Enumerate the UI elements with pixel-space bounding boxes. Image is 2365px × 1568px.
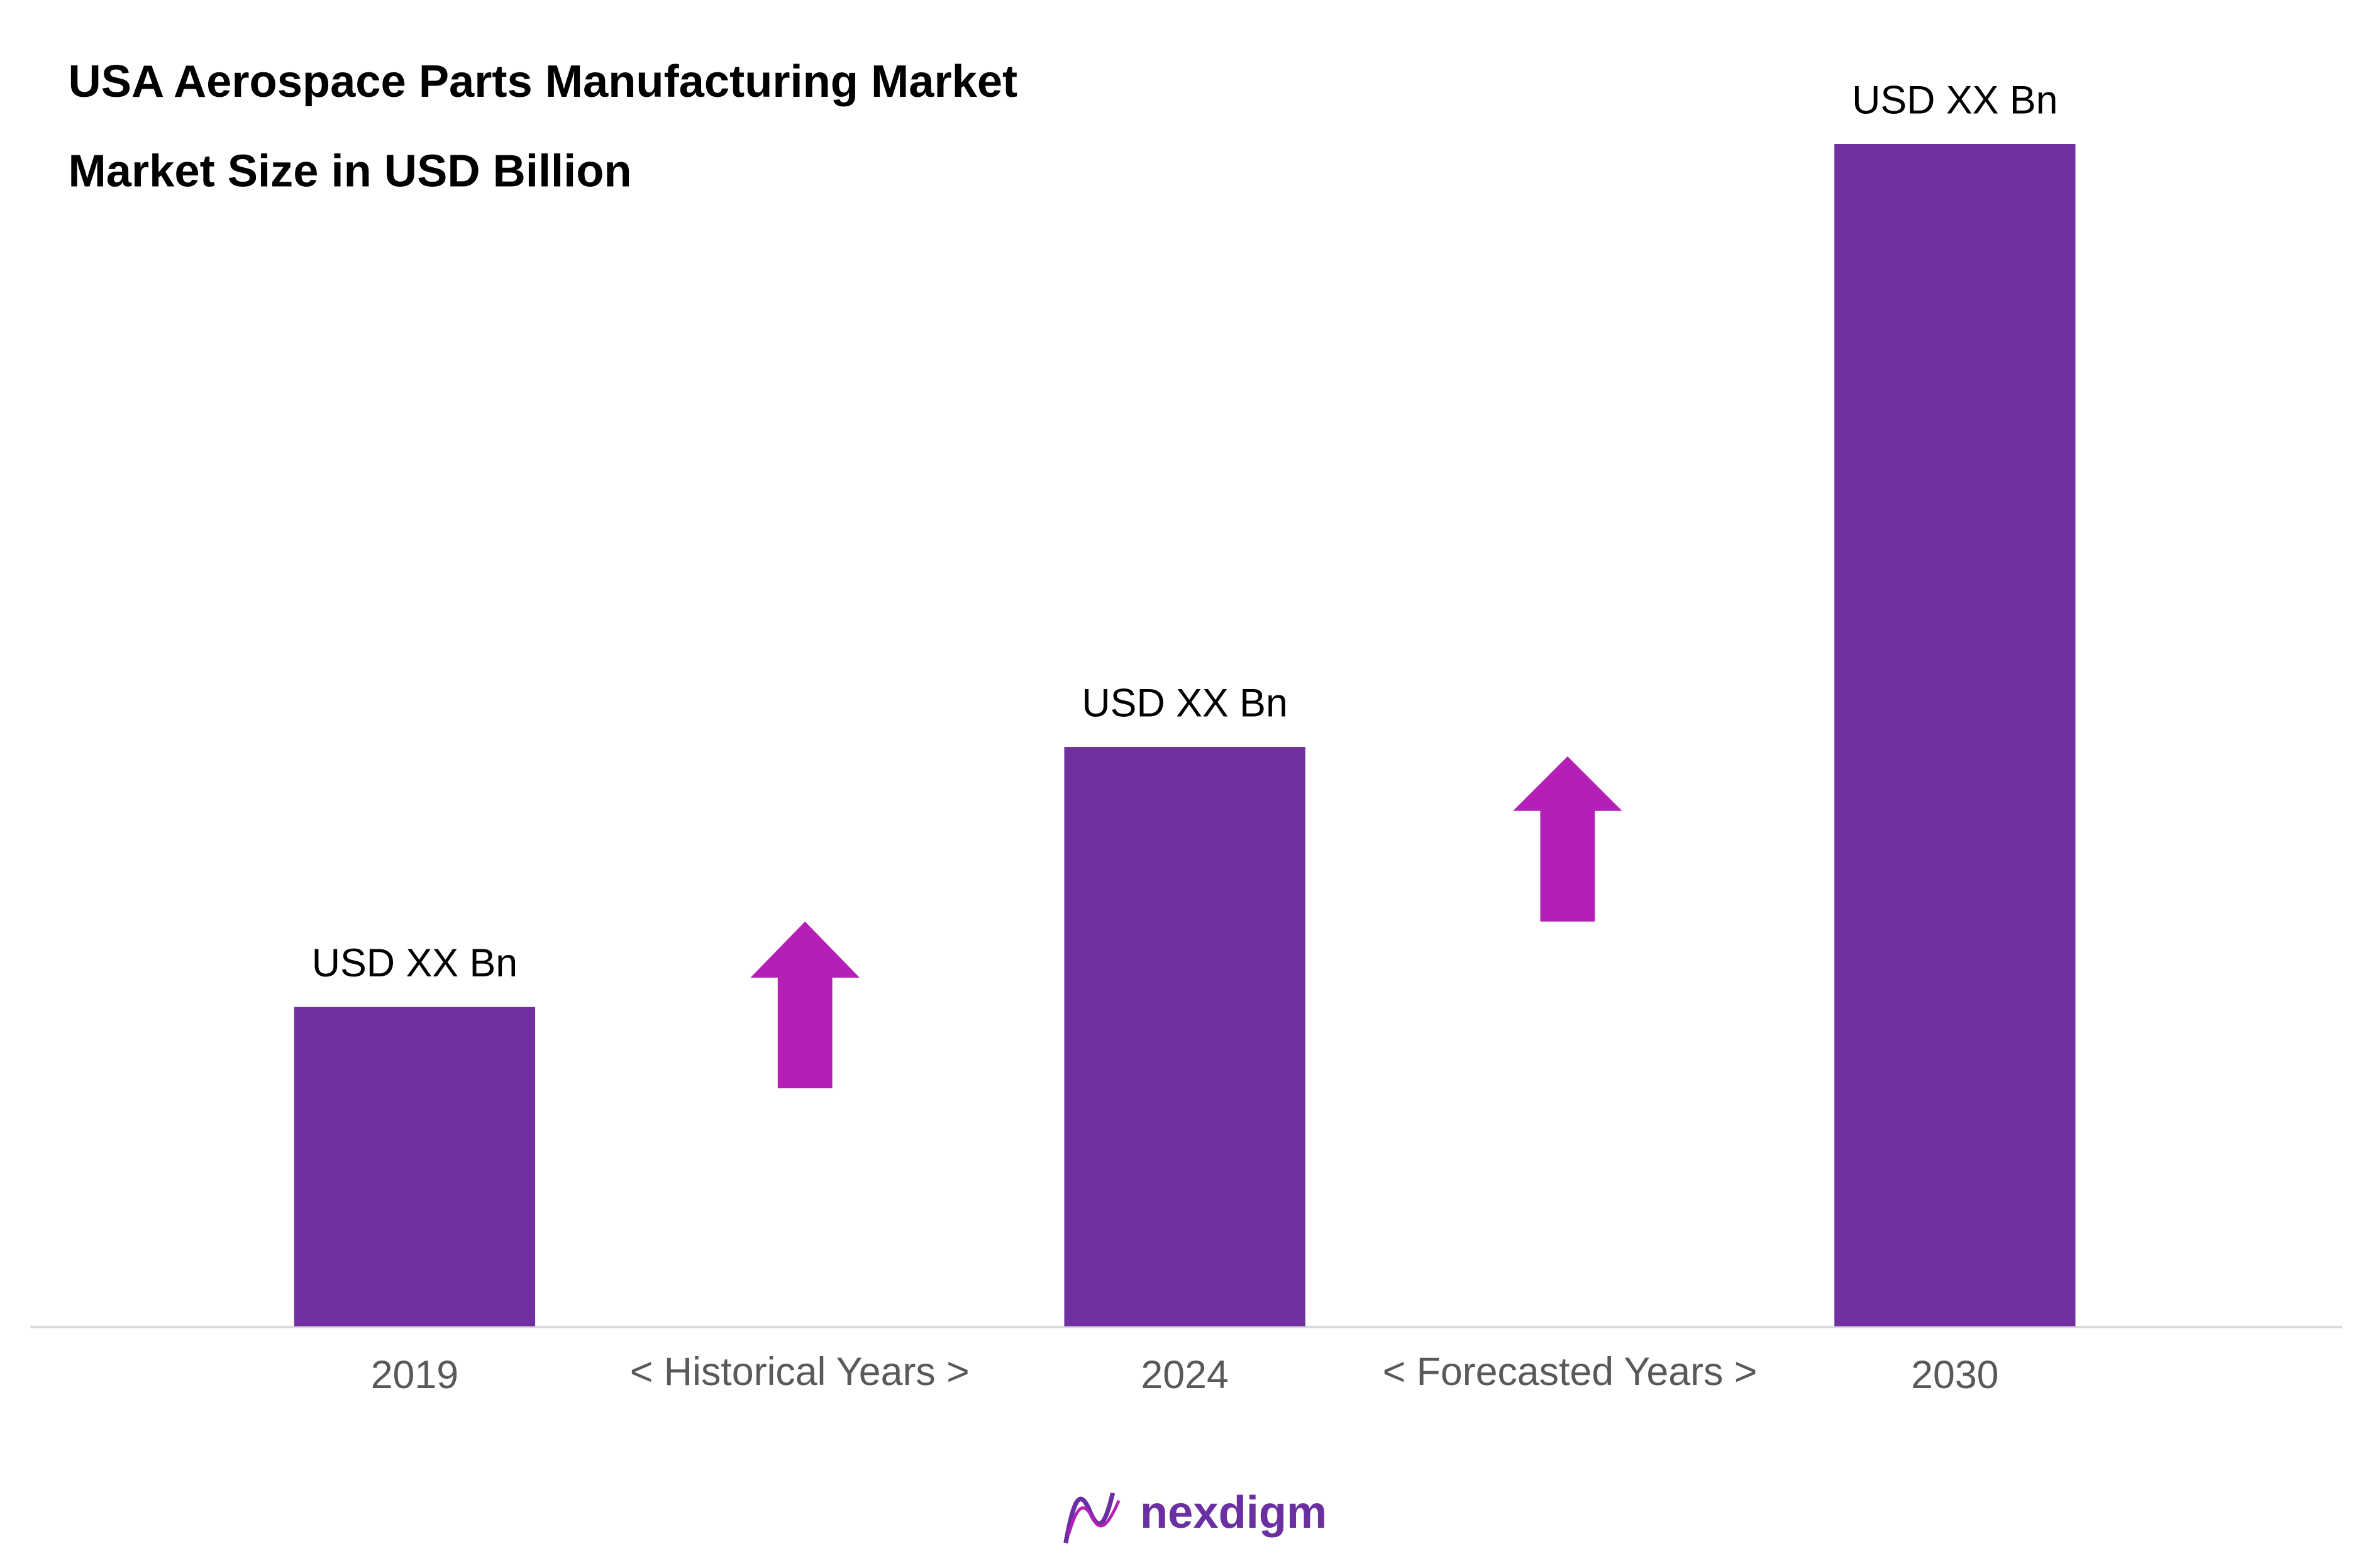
- data-label: USD XX Bn: [1852, 78, 2058, 122]
- data-label: USD XX Bn: [1082, 682, 1287, 726]
- chart-subtitle: Market Size in USD Billion: [69, 146, 632, 196]
- bar: [294, 1007, 536, 1327]
- data-label: USD XX Bn: [312, 941, 518, 985]
- x-tick-label: 2030: [1911, 1353, 1998, 1397]
- x-tick-label: 2019: [371, 1353, 458, 1397]
- logo-swoosh: [1063, 1492, 1116, 1543]
- x-tick-label: 2024: [1141, 1353, 1228, 1397]
- bar: [1064, 747, 1305, 1327]
- logo-swoosh: [1067, 1499, 1121, 1535]
- growth-arrow: [750, 921, 860, 1088]
- bar: [1834, 144, 2076, 1327]
- growth-arrow: [1513, 756, 1622, 922]
- logo-icon: [1063, 1492, 1121, 1543]
- x-tick-label: < Historical Years >: [630, 1350, 970, 1394]
- chart-title: USA Aerospace Parts Manufacturing Market: [69, 57, 1018, 107]
- x-tick-label: < Forecasted Years >: [1383, 1350, 1758, 1394]
- logo-text: nexdigm: [1140, 1488, 1327, 1538]
